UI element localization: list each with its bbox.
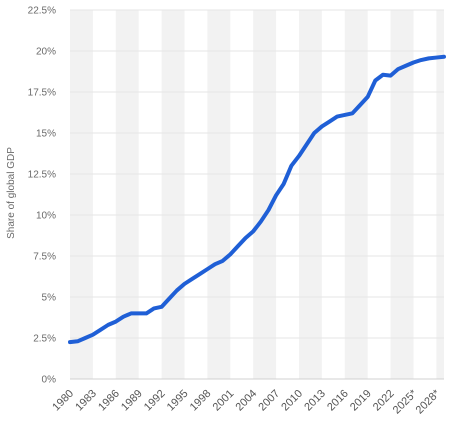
- x-tick-label: 2013: [302, 388, 328, 414]
- x-tick-label: 2019: [348, 388, 374, 414]
- share-of-global-gdp-series-line: [68, 54, 446, 345]
- y-tick-label: 7.5%: [33, 252, 56, 263]
- y-tick-label: 2.5%: [33, 334, 56, 345]
- y-tick-label: 12.5%: [28, 170, 56, 181]
- plot-band: [298, 10, 322, 379]
- x-tick-label: 1995: [165, 388, 191, 414]
- y-tick-label: 17.5%: [28, 88, 56, 99]
- plot-bands: [70, 10, 444, 379]
- y-tick-label: 5%: [42, 293, 57, 304]
- plot-band: [436, 10, 444, 379]
- x-tick-label: 2004: [234, 388, 260, 414]
- x-tick-label: 2025*: [391, 387, 420, 416]
- x-tick-label: 2028*: [414, 387, 443, 416]
- plot-band: [161, 10, 185, 379]
- x-tick-label: 1998: [188, 388, 214, 414]
- x-tick-label: 2007: [256, 388, 282, 414]
- x-tick-label: 2016: [325, 388, 351, 414]
- y-tick-label: 22.5%: [28, 6, 56, 17]
- plot-band: [70, 10, 93, 379]
- y-tick-label: 0%: [42, 375, 57, 386]
- y-axis-label: Share of global GDP: [6, 147, 17, 239]
- x-tick-label: 2010: [279, 388, 305, 414]
- x-tick-labels: 1980198319861989199219951998200120042007…: [50, 387, 443, 416]
- x-tick-label: 2001: [211, 388, 237, 414]
- plot-band: [390, 10, 414, 379]
- y-tick-label: 10%: [36, 211, 56, 222]
- plot-band: [253, 10, 277, 379]
- plot-band: [207, 10, 231, 379]
- y-tick-labels: 0% 2.5% 5% 7.5% 10% 12.5% 15% 17.5% 20% 22.5%: [28, 6, 56, 386]
- x-tick-label: 1980: [50, 388, 76, 414]
- y-tick-label: 15%: [36, 129, 56, 140]
- x-tick-label: 1983: [73, 388, 99, 414]
- y-tick-label: 20%: [36, 47, 56, 58]
- plot-band: [344, 10, 368, 379]
- plot-band: [115, 10, 139, 379]
- x-tick-label: 1992: [142, 388, 168, 414]
- x-tick-label: 1989: [119, 388, 145, 414]
- x-tick-label: 1986: [96, 388, 122, 414]
